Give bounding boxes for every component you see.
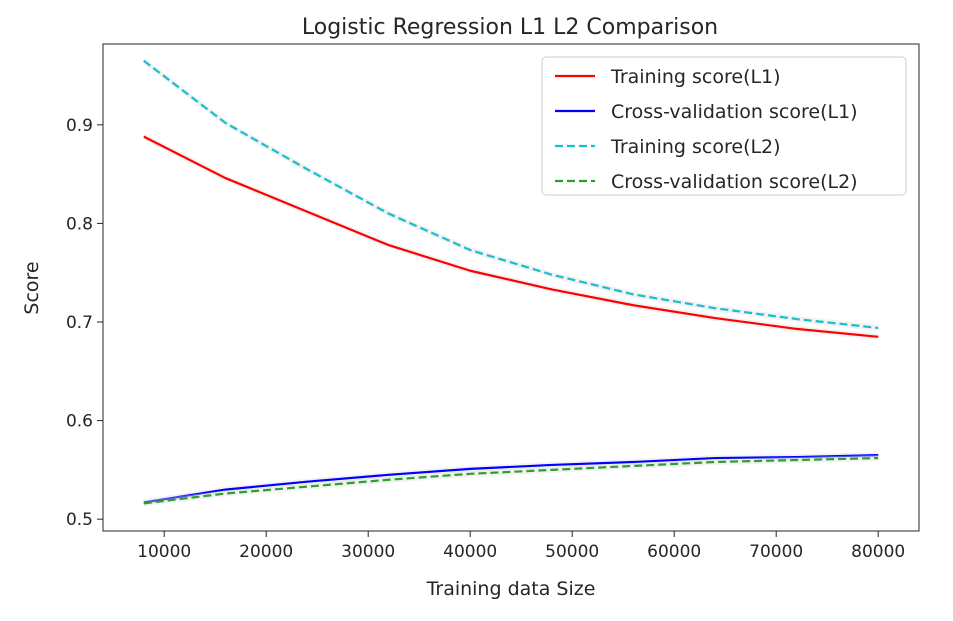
x-tick-label: 10000 — [137, 542, 191, 562]
plot-frame — [102, 43, 920, 532]
series-line-1 — [143, 135, 879, 338]
y-tick-label: 0.9 — [66, 116, 93, 136]
y-tick-label: 0.5 — [66, 510, 93, 530]
x-tick-label: 60000 — [647, 542, 701, 562]
series-line-2 — [143, 453, 879, 504]
x-tick-label: 20000 — [239, 542, 293, 562]
x-tick-label: 50000 — [545, 542, 599, 562]
y-tick-label: 0.8 — [66, 214, 93, 234]
legend-label: Cross-validation score(L2) — [611, 171, 858, 193]
x-tick-label: 80000 — [851, 542, 905, 562]
chart-title: Logistic Regression L1 L2 Comparison — [302, 15, 718, 40]
y-axis-label: Score — [21, 261, 43, 314]
legend: Training score(L1) Cross-validation score… — [541, 56, 907, 196]
legend-label: Training score(L1) — [610, 66, 781, 88]
x-axis: 10000 20000 30000 40000 50000 60000 70000 80000 — [137, 531, 905, 562]
y-tick-label: 0.6 — [66, 412, 93, 432]
series-layer — [143, 57, 879, 507]
y-tick-label: 0.7 — [66, 313, 93, 333]
x-tick-label: 70000 — [749, 542, 803, 562]
x-tick-label: 30000 — [341, 542, 395, 562]
legend-box — [541, 56, 907, 196]
legend-label: Cross-validation score(L1) — [611, 101, 858, 123]
series-band — [143, 455, 879, 507]
x-axis-label: Training data Size — [426, 578, 596, 600]
series-line-4 — [143, 456, 879, 505]
series-line-3 — [143, 59, 879, 330]
x-tick-label: 40000 — [443, 542, 497, 562]
y-axis: 0.5 0.6 0.7 0.8 0.9 — [66, 116, 103, 530]
legend-label: Training score(L2) — [610, 136, 781, 158]
